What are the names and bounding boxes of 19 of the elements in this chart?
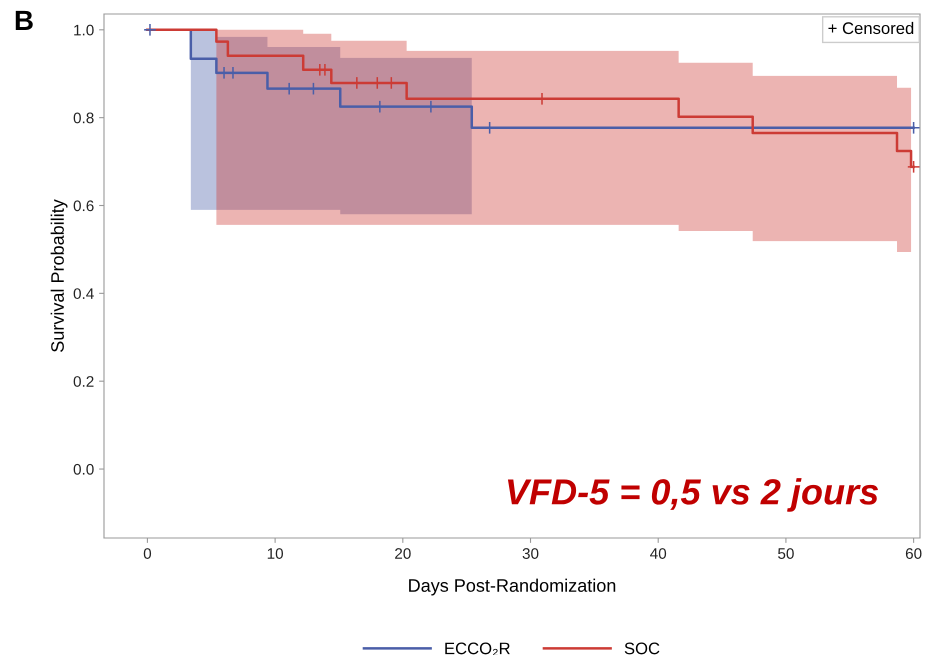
chart-title: B [16, 10, 33, 30]
y-tick-label: 0.4 [74, 288, 94, 300]
y-tick-label: 1.0 [74, 24, 94, 36]
x-tick-label: 20 [395, 548, 411, 559]
annotation: VFD-5 = 0,5 vs 2 jours [508, 478, 878, 512]
x-tick-label: 60 [906, 548, 922, 559]
y-tick-label: 0.2 [74, 376, 94, 387]
x-tick-label: 40 [650, 548, 666, 559]
x-tick-label: 0 [144, 548, 152, 559]
legend-label: SOC [624, 642, 660, 654]
y-tick-label: 0.8 [74, 112, 94, 124]
x-tick-label: 30 [522, 548, 538, 559]
annotation: + Censored [828, 22, 914, 34]
x-tick-label: 50 [778, 548, 794, 559]
x-tick-label: 10 [268, 548, 284, 559]
x-axis-title: Days Post-Randomization [409, 578, 616, 596]
y-tick-label: 0.0 [74, 464, 94, 475]
y-axis-title: Survival Probability [50, 199, 68, 352]
y-tick-label: 0.6 [74, 200, 94, 212]
